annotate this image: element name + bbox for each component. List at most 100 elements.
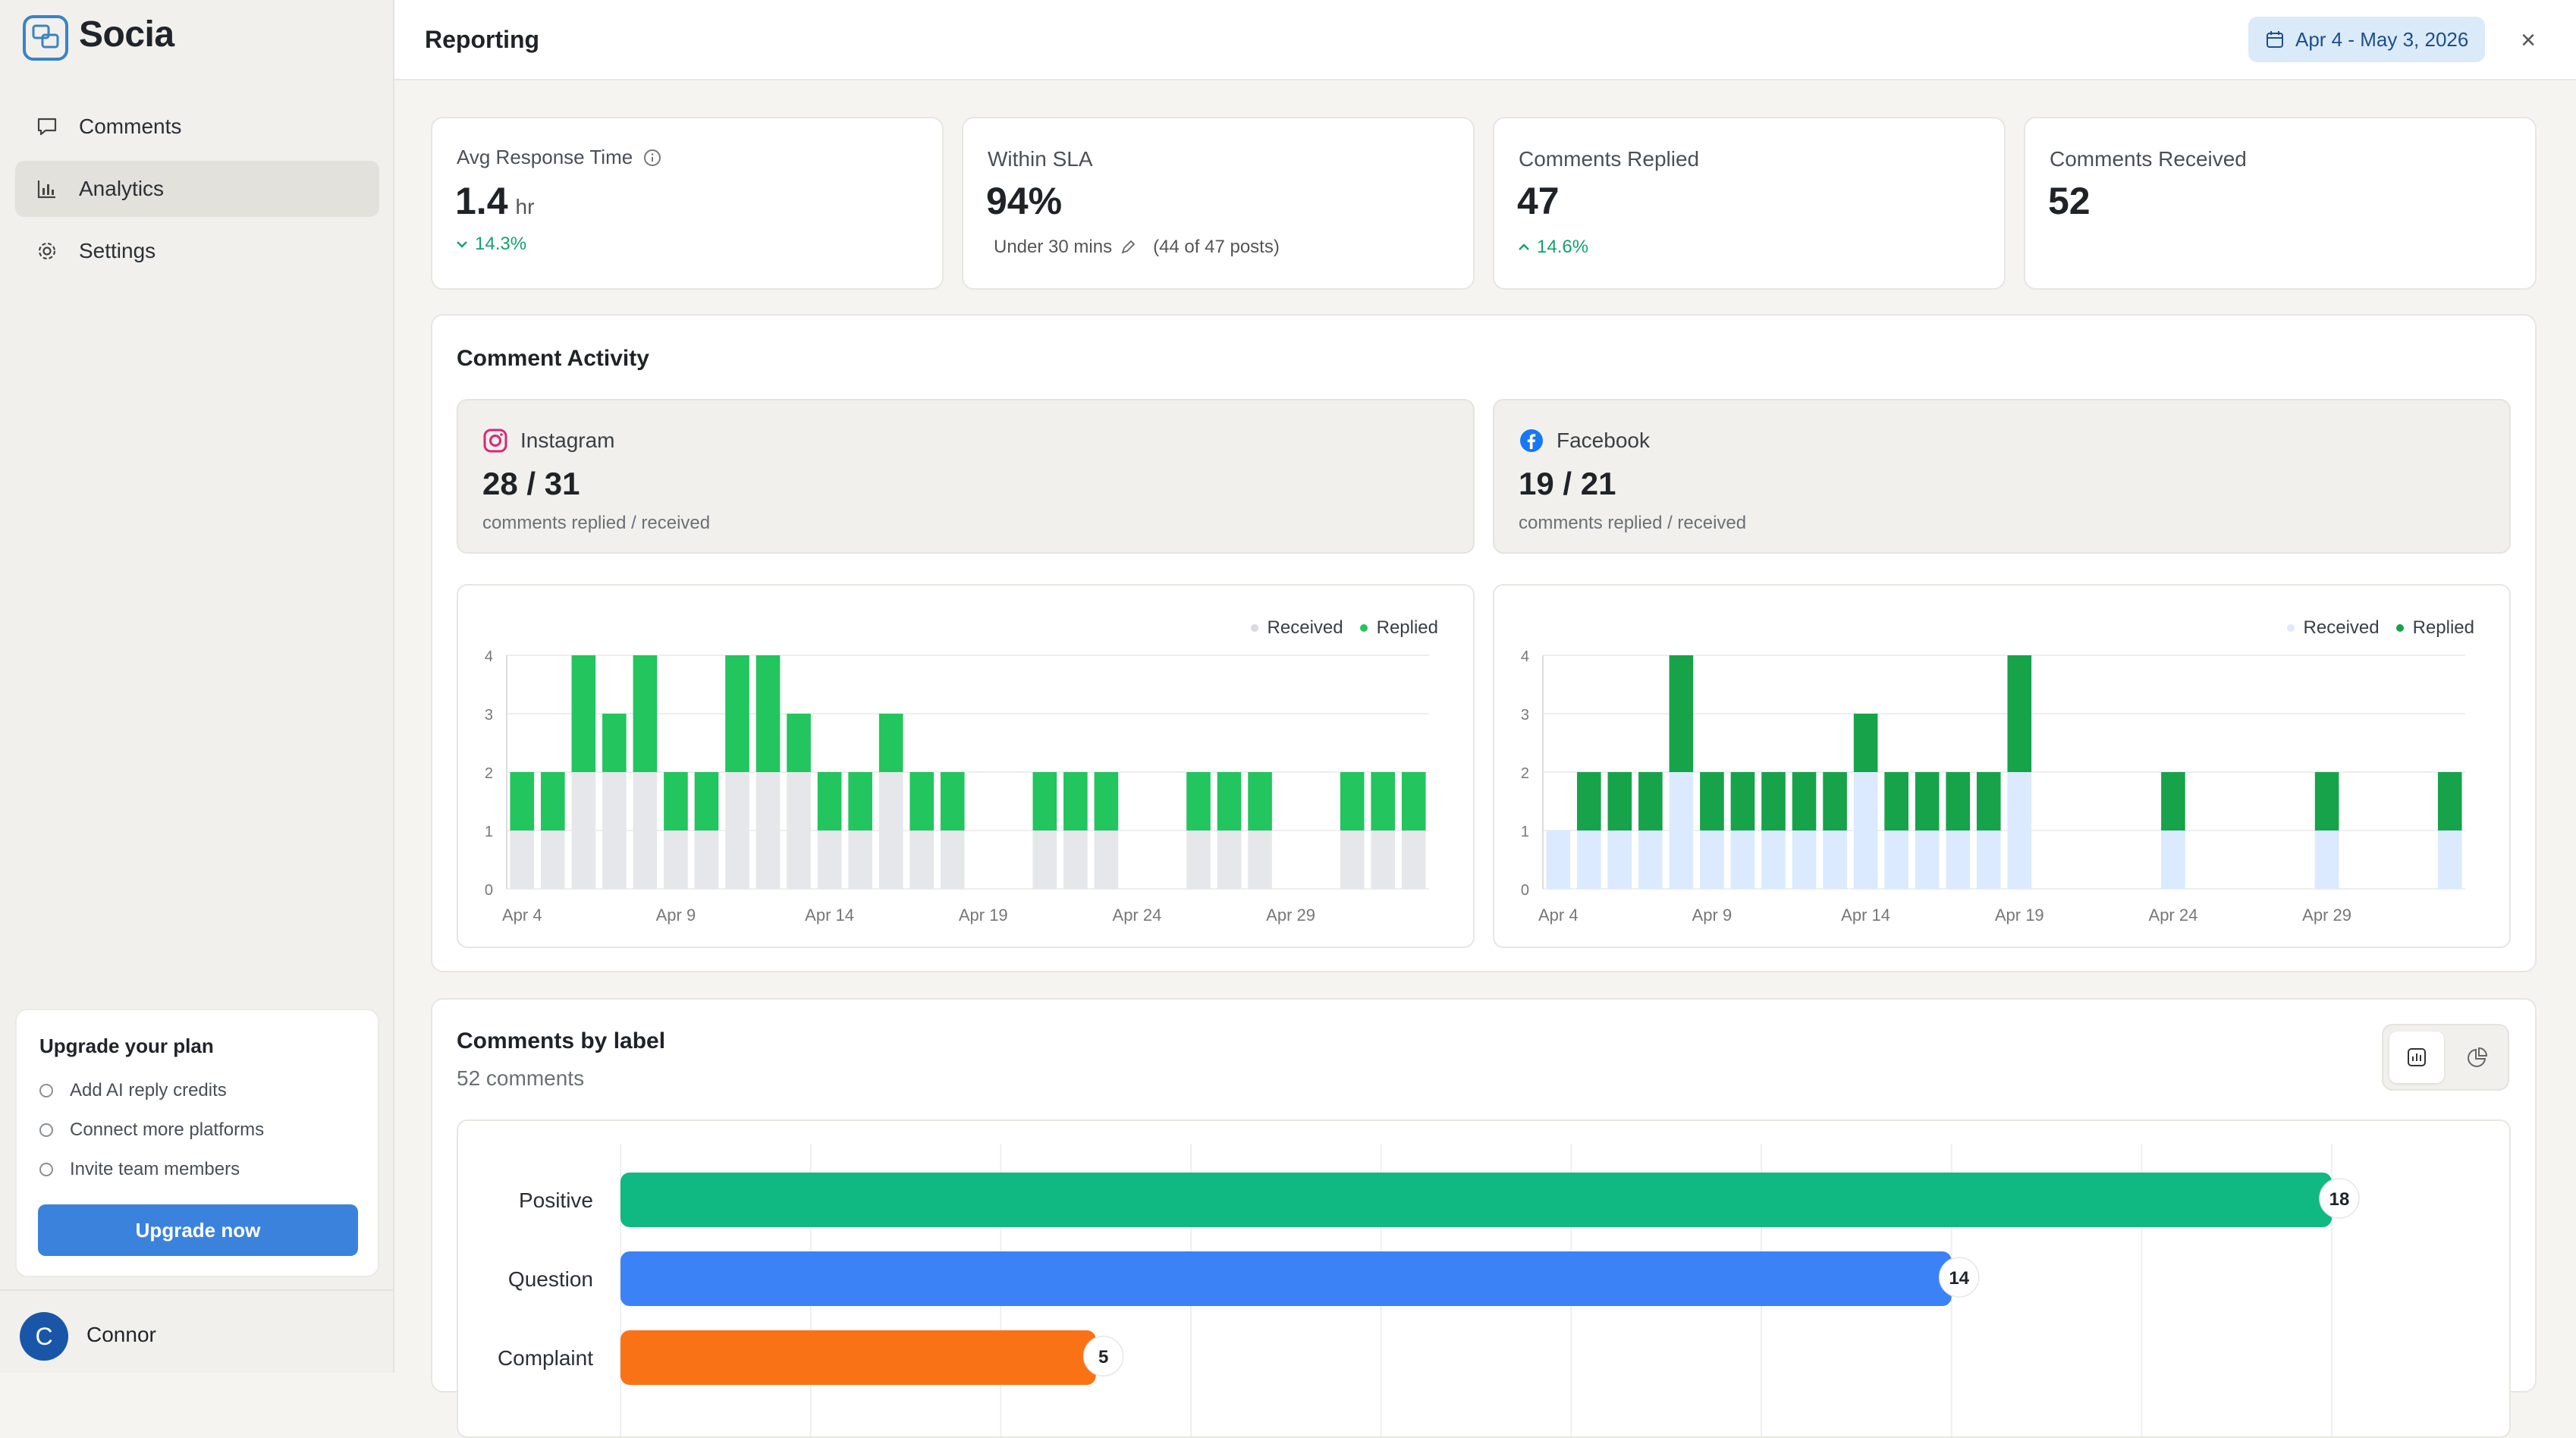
bar-chart-toggle[interactable]: [2389, 1031, 2444, 1083]
x-tick-label: Apr 14: [1841, 906, 1890, 925]
bar-received: [2007, 772, 2032, 889]
bar-replied: [848, 772, 872, 830]
bar-replied: [540, 772, 565, 830]
bar-replied: [1730, 772, 1755, 830]
circle-icon: [39, 1123, 53, 1137]
info-icon[interactable]: [643, 149, 661, 167]
x-tick-label: Apr 14: [805, 906, 854, 925]
bar-replied: [571, 655, 596, 772]
bar-received: [602, 772, 627, 889]
bar-received: [1186, 830, 1211, 889]
avatar: C: [20, 1312, 68, 1361]
bar-replied: [1669, 655, 1694, 772]
bar-received: [878, 772, 903, 889]
date-range-label: Apr 4 - May 3, 2026: [2295, 27, 2469, 51]
bar-received: [1976, 830, 2001, 889]
metric-label: Comments Replied: [1519, 147, 1700, 171]
pencil-icon[interactable]: [1120, 239, 1136, 256]
platform-header: Facebook: [1519, 428, 1650, 454]
x-tick-label: Apr 24: [1113, 906, 1162, 925]
x-tick-label: Apr 29: [2302, 906, 2351, 925]
comments-by-label-section: Comments by label 52 comments Positive 18…: [431, 998, 2537, 1438]
instagram-bar-chart: 0 1 2 3 4 Apr 4 Apr 9 Apr 14 Apr 19 Apr 24 Apr 29: [485, 648, 1429, 925]
bar-replied: [1823, 772, 1847, 830]
legend-replied: Replied: [1376, 617, 1438, 638]
sidebar-item-settings[interactable]: Settings: [15, 223, 379, 279]
upgrade-now-button[interactable]: Upgrade now: [38, 1204, 358, 1256]
chat-bubble-icon: [33, 113, 61, 140]
bar-replied: [2007, 655, 2032, 772]
legend-dot-received: [2286, 624, 2295, 632]
bar-received: [694, 830, 719, 889]
value-badge: [1938, 1257, 1980, 1298]
bar-received: [909, 830, 935, 889]
y-tick-label: 0: [1521, 882, 1529, 899]
platform-value: 28 / 31: [482, 466, 580, 501]
bar-replied: [1976, 772, 2001, 830]
logo-icon: [23, 15, 68, 61]
bar: [620, 1330, 1096, 1385]
metric-card-comments-received: Comments Received 52: [2024, 117, 2537, 290]
bar-received: [1700, 830, 1724, 889]
bar-replied: [602, 714, 627, 772]
metric-change-value: 14.3%: [475, 234, 527, 254]
bar-received: [1946, 830, 1971, 889]
metric-value: 47: [1517, 180, 1560, 222]
date-range-picker[interactable]: Apr 4 - May 3, 2026: [2248, 17, 2485, 62]
bar-received: [1371, 830, 1396, 889]
section-title: Comment Activity: [457, 346, 649, 371]
bar: [620, 1173, 2332, 1227]
section-subtitle: 52 comments: [457, 1066, 585, 1090]
bar-replied: [1340, 772, 1365, 830]
y-tick-label: 2: [485, 765, 493, 782]
bar-received: [1248, 830, 1272, 889]
user-profile[interactable]: C Connor: [0, 1289, 394, 1373]
bar-received: [756, 772, 781, 889]
bar-replied: [725, 655, 749, 772]
sidebar-item-comments[interactable]: Comments: [15, 99, 379, 155]
legend-dot-received: [1250, 624, 1258, 632]
y-tick-label: 4: [1521, 648, 1529, 665]
bar-replied: [1792, 772, 1817, 830]
circle-icon: [39, 1163, 53, 1176]
y-tick-label: 1: [1521, 824, 1529, 840]
bar-replied: [1607, 772, 1632, 830]
platform-sub: comments replied / received: [482, 513, 711, 533]
bar-label: Positive: [519, 1188, 593, 1212]
x-tick-label: Apr 19: [959, 906, 1008, 925]
y-tick-label: 3: [485, 707, 493, 724]
bar-received: [633, 772, 658, 889]
upgrade-item: Connect more platforms: [39, 1119, 264, 1141]
metric-card-comments-replied: Comments Replied 47 14.6%: [1493, 117, 2006, 290]
bar-received: [571, 772, 596, 889]
bar-received: [2437, 830, 2462, 889]
value-label: 5: [1098, 1347, 1108, 1367]
x-tick-label: Apr 19: [1995, 906, 2044, 925]
bar-received: [540, 830, 565, 889]
bar-received: [2161, 830, 2185, 889]
comment-activity-section: Comment Activity Instagram 28 / 31 comme…: [431, 314, 2537, 972]
bar-replied: [2437, 772, 2462, 830]
x-tick-label: Apr 4: [502, 906, 542, 925]
close-icon[interactable]: ×: [2521, 25, 2536, 55]
sidebar-item-analytics[interactable]: Analytics: [15, 161, 379, 217]
platform-panel-instagram: Instagram 28 / 31 comments replied / rec…: [457, 399, 1475, 554]
upgrade-item-label: Add AI reply credits: [70, 1080, 227, 1100]
bar-received: [510, 830, 535, 889]
metric-label: Comments Received: [2050, 147, 2247, 171]
upgrade-item-label: Invite team members: [70, 1159, 240, 1179]
facebook-activity-chart: Received Replied 0 1 2 3 4 Apr 4 Apr 9 Apr 14 Ap…: [1493, 584, 2511, 948]
bar-received: [1823, 830, 1847, 889]
x-tick-label: Apr 9: [656, 906, 696, 925]
page-title: Reporting: [425, 26, 540, 53]
x-tick-label: Apr 29: [1266, 906, 1315, 925]
metric-value: 94%: [986, 180, 1063, 222]
metric-value: 52: [2048, 180, 2091, 222]
section-title: Comments by label: [457, 1028, 666, 1053]
bar-replied: [1761, 772, 1786, 830]
bar-received: [1401, 830, 1426, 889]
bar-replied: [1700, 772, 1724, 830]
platform-value: 19 / 21: [1519, 466, 1616, 501]
calendar-icon: [2265, 30, 2285, 49]
pie-chart-toggle[interactable]: [2450, 1031, 2505, 1083]
